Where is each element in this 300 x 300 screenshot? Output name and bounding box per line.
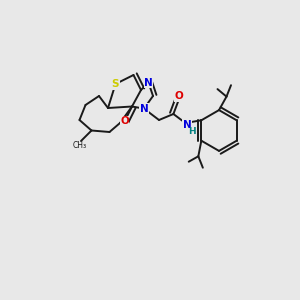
Text: H: H <box>188 127 196 136</box>
Text: N: N <box>183 119 192 130</box>
Text: N: N <box>144 77 153 88</box>
Text: CH₃: CH₃ <box>72 141 87 150</box>
Text: S: S <box>112 79 119 89</box>
Text: O: O <box>174 91 183 101</box>
Text: N: N <box>140 103 148 114</box>
Text: O: O <box>120 116 129 127</box>
